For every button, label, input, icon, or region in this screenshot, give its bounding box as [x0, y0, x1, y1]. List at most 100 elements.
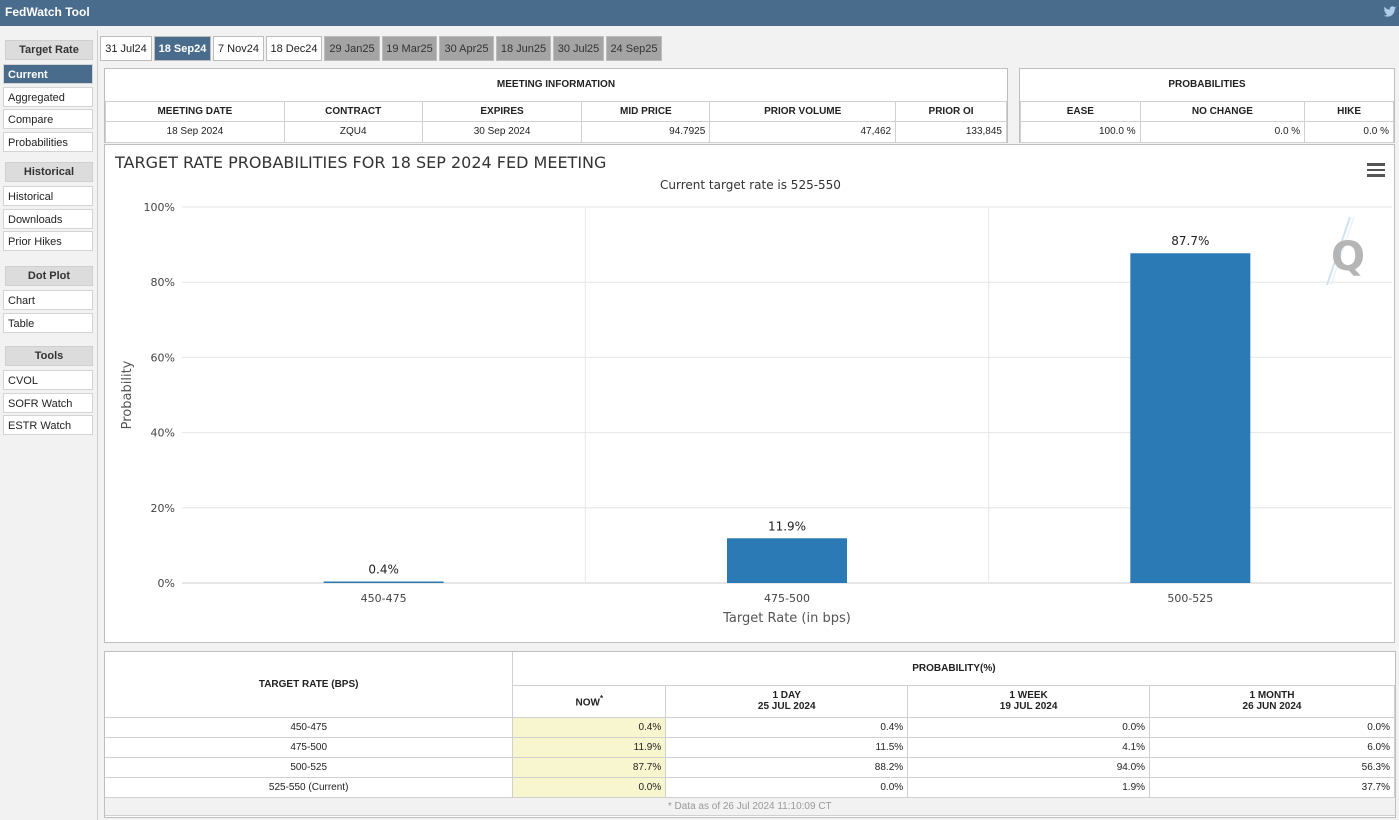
probabilities-title: PROBABILITIES — [1020, 69, 1394, 102]
tab-24-sep25[interactable]: 24 Sep25 — [606, 36, 662, 61]
probability-cell: 0.0% — [1149, 716, 1395, 738]
sidebar-item-compare[interactable]: Compare — [3, 109, 93, 130]
chart-subtitle: Current target rate is 525-550 — [660, 178, 841, 192]
sidebar-section-historical: Historical — [5, 162, 93, 182]
x-tick-label: 450-475 — [361, 592, 407, 605]
probability-value: 0.0 % — [1304, 120, 1394, 143]
sidebar: Target Rate Current Aggregated Compare Proba… — [0, 30, 98, 820]
probability-cell: 94.0% — [907, 756, 1151, 778]
sidebar-item-probabilities[interactable]: Probabilities — [3, 132, 93, 153]
probability-cell: 0.0% — [907, 716, 1151, 738]
sidebar-item-chart[interactable]: Chart — [3, 290, 93, 310]
bar-450-475[interactable] — [323, 581, 444, 583]
meeting-info-value: 47,462 — [709, 120, 897, 143]
tab-19-mar25[interactable]: 19 Mar25 — [382, 36, 437, 61]
sidebar-item-current[interactable]: Current — [3, 64, 93, 84]
chart-plot: 0% 20% 40% 60% 80% 100% 0.4% 450-475 11.9% 475-50… — [120, 201, 1392, 626]
data-timestamp-footnote: * Data as of 26 Jul 2024 11:10:09 CT — [105, 796, 1395, 816]
table-row: 450-475 0.4% 0.4% 0.0% 0.0% — [105, 716, 1395, 738]
bar-500-525[interactable] — [1130, 253, 1251, 584]
target-rate-cell: 525-550 (Current) — [105, 776, 514, 798]
probability-cell: 11.9% — [512, 736, 667, 758]
tab-29-jan25[interactable]: 29 Jan25 — [324, 36, 380, 61]
sidebar-item-prior-hikes[interactable]: Prior Hikes — [3, 231, 93, 252]
table-row: 500-525 87.7% 88.2% 94.0% 56.3% — [105, 756, 1395, 778]
sidebar-item-aggregated[interactable]: Aggregated — [3, 86, 93, 107]
tab-18-sep24[interactable]: 18 Sep24 — [154, 36, 211, 61]
table-row: 475-500 11.9% 11.5% 4.1% 6.0% — [105, 736, 1395, 758]
subheader-period: 1 MONTH — [1249, 690, 1295, 701]
probability-cell: 0.4% — [512, 716, 667, 738]
meeting-info-header: PRIOR OI — [895, 100, 1007, 122]
subheader-period: NOW — [575, 697, 600, 709]
meeting-info-value: 30 Sep 2024 — [421, 120, 583, 143]
target-rate-cell: 450-475 — [105, 716, 514, 738]
subheader-date: 26 JUN 2024 — [1242, 701, 1302, 712]
title-bar: FedWatch Tool — [0, 0, 1399, 26]
meeting-info-header: PRIOR VOLUME — [709, 100, 897, 122]
probability-subheader: NOW* — [512, 684, 667, 718]
probabilities-panel: PROBABILITIES EASE NO CHANGE HIKE 100.0 % 0… — [1019, 68, 1395, 143]
x-axis-title: Target Rate (in bps) — [722, 611, 851, 626]
probability-cell: 4.1% — [907, 736, 1151, 758]
bar-data-label: 0.4% — [368, 562, 399, 576]
probability-cell: 87.7% — [512, 756, 667, 778]
probability-cell: 0.4% — [665, 716, 909, 738]
table-row: 525-550 (Current) 0.0% 0.0% 1.9% 37.7% — [105, 776, 1395, 798]
y-axis-title: Probability — [120, 360, 135, 429]
probability-group-header: PROBABILITY(%) — [512, 652, 1395, 686]
probability-cell: 11.5% — [665, 736, 909, 758]
y-tick-label: 40% — [151, 427, 175, 440]
probability-chart: TARGET RATE PROBABILITIES FOR 18 SEP 202… — [104, 144, 1395, 643]
tab-18-dec24[interactable]: 18 Dec24 — [266, 36, 322, 61]
sidebar-item-table[interactable]: Table — [3, 312, 93, 333]
sidebar-item-downloads[interactable]: Downloads — [3, 208, 93, 229]
probability-header: NO CHANGE — [1139, 100, 1306, 122]
sidebar-section-tools: Tools — [5, 346, 93, 366]
x-tick-label: 500-525 — [1167, 592, 1213, 605]
tab-30-jul25[interactable]: 30 Jul25 — [553, 36, 604, 61]
sidebar-item-estr-watch[interactable]: ESTR Watch — [3, 415, 93, 436]
bar-475-500[interactable] — [727, 538, 847, 583]
meeting-info-value: 18 Sep 2024 — [105, 120, 285, 143]
probability-cell: 0.0% — [512, 776, 667, 798]
probability-cell: 88.2% — [665, 756, 909, 778]
footnote-star: * — [599, 693, 604, 703]
x-tick-label: 475-500 — [764, 592, 810, 605]
bar-data-label: 87.7% — [1171, 234, 1209, 248]
sidebar-section-dot-plot: Dot Plot — [5, 266, 93, 286]
sidebar-item-historical[interactable]: Historical — [3, 186, 93, 206]
tab-7-nov24[interactable]: 7 Nov24 — [213, 36, 264, 61]
tab-30-apr25[interactable]: 30 Apr25 — [439, 36, 494, 61]
subheader-period: 1 WEEK — [1009, 690, 1048, 701]
probability-cell: 37.7% — [1149, 776, 1395, 798]
sidebar-section-target-rate: Target Rate — [5, 40, 93, 60]
bar-data-label: 11.9% — [768, 519, 806, 533]
sidebar-item-cvol[interactable]: CVOL — [3, 370, 93, 390]
meeting-info-header: CONTRACT — [283, 100, 423, 122]
watermark-logo: Q — [1326, 216, 1365, 286]
probability-cell: 1.9% — [907, 776, 1151, 798]
meeting-info-value: 133,845 — [895, 120, 1007, 143]
y-tick-label: 0% — [158, 577, 175, 590]
y-tick-label: 20% — [151, 502, 175, 515]
meeting-info-value: 94.7925 — [581, 120, 711, 143]
twitter-icon[interactable] — [1383, 6, 1397, 18]
meeting-info-header: MEETING DATE — [105, 100, 285, 122]
probability-value: 0.0 % — [1139, 120, 1306, 143]
meeting-info-header: EXPIRES — [421, 100, 583, 122]
probability-cell: 56.3% — [1149, 756, 1395, 778]
sidebar-item-sofr-watch[interactable]: SOFR Watch — [3, 392, 93, 413]
hamburger-menu-icon[interactable] — [1367, 163, 1385, 177]
y-tick-label: 80% — [151, 276, 175, 289]
chart-title: TARGET RATE PROBABILITIES FOR 18 SEP 202… — [115, 153, 607, 172]
tab-18-jun25[interactable]: 18 Jun25 — [496, 36, 551, 61]
tab-31-jul24[interactable]: 31 Jul24 — [100, 36, 152, 61]
probability-header: HIKE — [1304, 100, 1394, 122]
target-rate-cell: 500-525 — [105, 756, 514, 778]
probability-table-panel: TARGET RATE (BPS) PROBABILITY(%) NOW* 1 DAY… — [104, 651, 1396, 818]
subheader-date: 25 JUL 2024 — [757, 701, 816, 712]
target-rate-cell: 475-500 — [105, 736, 514, 758]
y-tick-label: 100% — [144, 201, 175, 214]
meeting-info-title: MEETING INFORMATION — [105, 69, 1007, 102]
